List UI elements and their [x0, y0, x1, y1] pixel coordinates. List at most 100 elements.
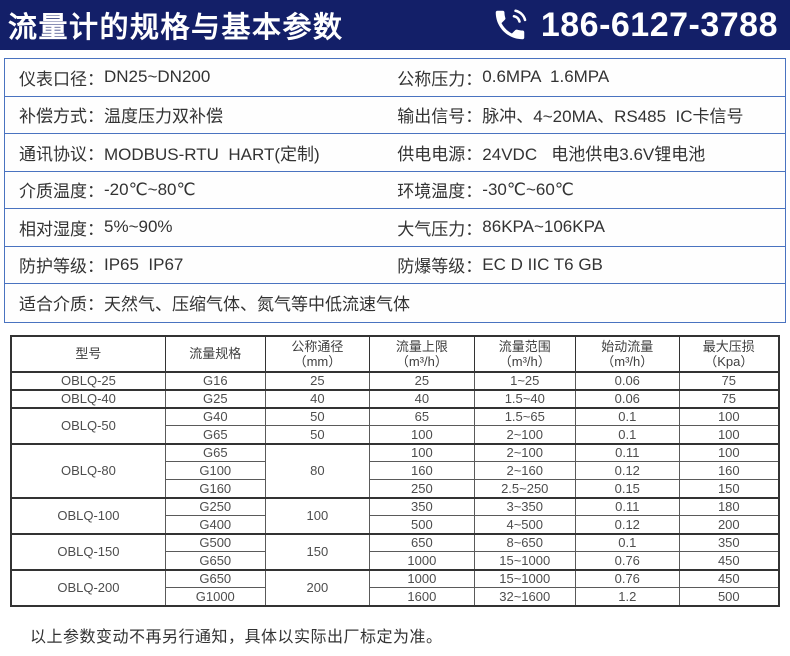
column-header: 公称通径 （mm） [264, 335, 371, 372]
table-row: OBLQ-150 G500 150 650 8~650 0.1 350 [10, 533, 780, 570]
header-bar: 流量计的规格与基本参数 186-6127-3788 [0, 0, 790, 50]
spec-value: 温度压力双补偿 [104, 107, 223, 127]
spec-item-atmos-pressure: 大气压力： 86KPA~106KPA [383, 215, 785, 240]
spec-item-power-supply: 供电电源： 24VDC 电池供电3.6V锂电池 [383, 140, 785, 165]
flow-range-cell: 15~1000 [473, 569, 576, 588]
model-cell: OBLQ-25 [10, 371, 166, 390]
flow-range-cell: 1.5~40 [473, 389, 576, 408]
start-flow-cell: 0.1 [574, 533, 680, 552]
spec-item-ambient-temp: 环境温度： -30℃~60℃ [383, 177, 785, 202]
nominal-diameter-cell: 50 [264, 407, 371, 426]
flow-upper-limit-cell: 650 [369, 533, 475, 552]
nominal-diameter-cell: 150 [264, 533, 371, 570]
model-group: OBLQ-50 G40 50 65 1.5~65 0.1 100 G65 50 100 2~100 0… [10, 407, 780, 444]
spec-item-suitable-media: 适合介质： 天然气、压缩气体、氮气等中低流速气体 [5, 290, 785, 315]
model-cell: OBLQ-80 [10, 443, 166, 498]
flow-spec-cell: G1000 [164, 587, 266, 606]
max-pressure-loss-cell: 350 [678, 533, 780, 552]
table-row: G160 250 2.5~250 0.15 150 [11, 479, 780, 498]
spec-item-explosion-proof: 防爆等级： EC D IIC T6 GB [383, 252, 785, 277]
model-cell: OBLQ-100 [10, 497, 166, 534]
spec-row: 通讯协议： MODBUS-RTU HART(定制) 供电电源： 24VDC 电池供电… [5, 134, 785, 172]
spec-table: 型号 流量规格 公称通径 （mm） 流量上限 （m³/h） 流量范围 （m³/h） 始动流量 （m… [10, 334, 780, 607]
spec-label: 供电电源： [397, 144, 483, 164]
start-flow-cell: 1.2 [574, 587, 680, 606]
table-row: G65 50 100 2~100 0.1 100 [11, 425, 780, 444]
table-row: G1000 1600 32~1600 1.2 500 [11, 587, 780, 606]
flow-range-cell: 1~25 [473, 371, 576, 390]
spec-item-humidity: 相对湿度： 5%~90% [5, 215, 383, 240]
flow-upper-limit-cell: 1600 [369, 587, 475, 606]
column-header: 流量规格 [164, 335, 266, 372]
max-pressure-loss-cell: 75 [678, 371, 780, 390]
flow-range-cell: 8~650 [473, 533, 576, 552]
spec-item-compensation: 补偿方式： 温度压力双补偿 [5, 102, 383, 127]
spec-label: 相对湿度： [19, 219, 104, 239]
spec-value: DN25~DN200 [104, 67, 211, 87]
start-flow-cell: 0.06 [574, 371, 680, 390]
flow-range-cell: 1.5~65 [473, 407, 576, 426]
spec-box: 仪表口径： DN25~DN200 公称压力： 0.6MPA 1.6MPA 补偿方式：… [4, 58, 786, 323]
model-group: OBLQ-200 G650 200 1000 15~1000 0.76 450 G1000 16… [10, 569, 780, 606]
column-header: 始动流量 （m³/h） [574, 335, 680, 372]
page-title: 流量计的规格与基本参数 [8, 12, 344, 44]
model-cell: OBLQ-150 [10, 533, 166, 570]
flow-spec-cell: G65 [164, 425, 266, 444]
flow-range-cell: 2~100 [473, 443, 576, 462]
spec-item-medium-temp: 介质温度： -20℃~80℃ [5, 177, 383, 202]
spec-value: EC D IIC T6 GB [482, 254, 603, 274]
column-header: 流量范围 （m³/h） [473, 335, 576, 372]
max-pressure-loss-cell: 500 [678, 587, 780, 606]
spec-label: 介质温度： [19, 182, 104, 202]
model-group: OBLQ-40 G25 40 40 1.5~40 0.06 75 [10, 389, 780, 408]
table-row: OBLQ-40 G25 40 40 1.5~40 0.06 75 [10, 389, 780, 408]
footer-note: 以上参数变动不再另行通知，具体以实际出厂标定为准。 [30, 628, 443, 646]
spec-item-protocol: 通讯协议： MODBUS-RTU HART(定制) [5, 140, 383, 165]
spec-label: 仪表口径： [19, 69, 104, 89]
max-pressure-loss-cell: 75 [678, 389, 780, 408]
start-flow-cell: 0.11 [574, 443, 680, 462]
spec-label: 防护等级： [19, 257, 104, 277]
spec-row: 补偿方式： 温度压力双补偿 输出信号： 脉冲、4~20MA、RS485 IC卡信号 [5, 97, 785, 134]
flow-range-cell: 2~160 [473, 461, 576, 480]
spec-label: 大气压力： [397, 219, 483, 239]
spec-label: 防爆等级： [397, 257, 483, 277]
spec-value: -20℃~80℃ [104, 179, 196, 199]
flow-upper-limit-cell: 350 [369, 497, 475, 516]
flow-spec-cell: G16 [164, 371, 266, 390]
flow-spec-cell: G65 [164, 443, 266, 462]
max-pressure-loss-cell: 180 [678, 497, 780, 516]
max-pressure-loss-cell: 160 [678, 461, 780, 480]
spec-label: 输出信号： [397, 107, 483, 127]
model-cell: OBLQ-40 [10, 389, 166, 408]
start-flow-cell: 0.12 [574, 461, 680, 480]
spec-value: 86KPA~106KPA [482, 217, 606, 237]
spec-value: IP65 IP67 [104, 254, 184, 274]
flow-upper-limit-cell: 100 [369, 443, 475, 462]
max-pressure-loss-cell: 200 [678, 515, 780, 534]
spec-label: 补偿方式： [19, 107, 104, 127]
flow-spec-cell: G40 [164, 407, 266, 426]
phone-icon [491, 6, 529, 44]
spec-row: 适合介质： 天然气、压缩气体、氮气等中低流速气体 [5, 284, 785, 322]
flow-spec-cell: G100 [164, 461, 266, 480]
flow-upper-limit-cell: 250 [369, 479, 475, 498]
model-group: OBLQ-100 G250 100 350 3~350 0.11 180 G400 500 4~5… [10, 497, 780, 534]
flow-upper-limit-cell: 1000 [369, 551, 475, 570]
column-header: 流量上限 （m³/h） [369, 335, 475, 372]
flow-spec-cell: G250 [164, 497, 266, 516]
spec-item-pipe-diameter: 仪表口径： DN25~DN200 [5, 65, 383, 90]
phone-block: 186-6127-3788 [491, 6, 778, 45]
flow-upper-limit-cell: 100 [369, 425, 475, 444]
spec-row: 仪表口径： DN25~DN200 公称压力： 0.6MPA 1.6MPA [5, 59, 785, 97]
spec-label: 环境温度： [397, 182, 483, 202]
nominal-diameter-cell: 25 [264, 371, 371, 390]
flow-spec-cell: G650 [164, 551, 266, 570]
flow-spec-cell: G25 [164, 389, 266, 408]
table-row: OBLQ-50 G40 50 65 1.5~65 0.1 100 [10, 407, 780, 444]
nominal-diameter-cell: 40 [264, 389, 371, 408]
flow-range-cell: 15~1000 [473, 551, 576, 570]
model-cell: OBLQ-50 [10, 407, 166, 444]
model-group: OBLQ-25 G16 25 25 1~25 0.06 75 [10, 371, 780, 390]
start-flow-cell: 0.76 [574, 551, 680, 570]
